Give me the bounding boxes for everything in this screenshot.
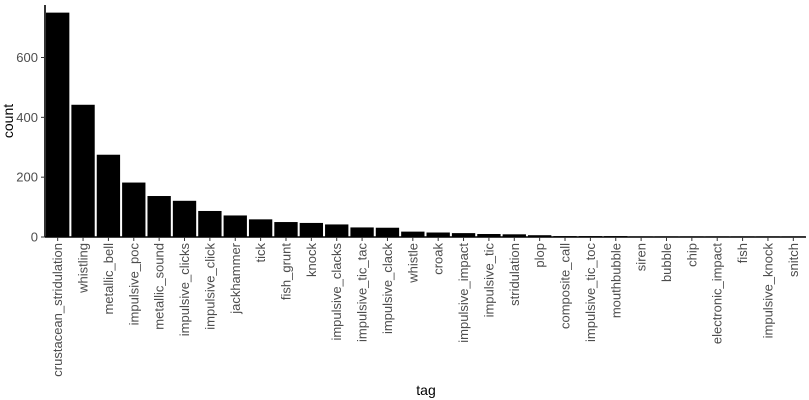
x-tick-label: mouthbubble (608, 243, 623, 318)
bar-metallic_bell (96, 154, 121, 237)
x-tick-label: tick (253, 243, 268, 263)
x-tick-label: impulsive_tic_tac (355, 243, 370, 342)
y-tick-label: 200 (16, 170, 38, 185)
x-tick-label: metallic_sound (152, 243, 167, 330)
bar-impulsive_clicks (172, 200, 197, 237)
bar-impulsive_tic_tac (350, 227, 374, 237)
x-tick-label: crustacean_stridulation (50, 243, 65, 377)
x-tick-label: snitch (786, 243, 801, 277)
x-tick-label: fish_grunt (278, 243, 293, 300)
x-tick-label: impulsive_clack (380, 243, 395, 335)
x-tick-label: impulsive_clicks (177, 243, 192, 337)
bar-fish_grunt (274, 222, 298, 237)
x-tick-label: stridulation (507, 243, 522, 306)
x-tick-label: impulsive_tic_toc (583, 243, 598, 342)
x-tick-label: impulsive_poc (126, 243, 141, 326)
x-axis-title: tag (416, 382, 435, 398)
bar-impulsive_clack (375, 227, 400, 237)
x-tick-label: electronic_impact (710, 243, 725, 345)
bar-impulsive_impact (451, 233, 476, 237)
x-tick-label: siren (634, 243, 649, 271)
x-tick-label: whistle (405, 243, 420, 284)
x-tick-label: fish (735, 243, 750, 263)
x-tick-label: impulsive_clacks (329, 243, 344, 341)
x-tick-label: chip (684, 243, 699, 267)
x-tick-label: plop (532, 243, 547, 268)
bar-whistle (401, 231, 425, 237)
x-tick-label: jackhammer (228, 242, 243, 314)
x-tick-label: impulsive_knock (760, 243, 775, 339)
x-tick-label: impulsive_tic (481, 243, 496, 318)
x-tick-label: croak (431, 243, 446, 275)
x-tick-label: whistling (76, 243, 91, 294)
x-tick-label: impulsive_impact (456, 243, 471, 343)
x-tick-label: composite_call (558, 243, 573, 329)
x-tick-label: bubble (659, 243, 674, 282)
y-tick-label: 600 (16, 50, 38, 65)
x-tick-label: impulsive_click (202, 243, 217, 330)
y-tick-label: 0 (31, 230, 38, 245)
bar-metallic_sound (147, 196, 171, 237)
axes-layer (44, 5, 806, 238)
bar-jackhammer (223, 215, 247, 237)
bar-impulsive_click (198, 210, 222, 237)
bars-layer (46, 12, 805, 238)
x-tick-label: knock (304, 243, 319, 277)
y-tick-label: 400 (16, 110, 38, 125)
bar-impulsive_tic (477, 234, 501, 237)
bar-stridulation (502, 234, 526, 237)
bar-knock (299, 222, 324, 237)
bar-croak (426, 232, 450, 237)
bar-plop (527, 235, 552, 237)
ticks-layer: 0 200 400 600 crustacean_stridulation whistli… (16, 50, 801, 377)
bar-whistling (71, 104, 95, 238)
x-tick-label: metallic_bell (101, 243, 116, 315)
bar-crustacean_stridulation (46, 12, 70, 237)
y-axis-title: count (0, 104, 16, 138)
bar-impulsive_clacks (325, 224, 349, 237)
bar-impulsive_poc (122, 182, 146, 237)
bar-tick (248, 219, 273, 237)
